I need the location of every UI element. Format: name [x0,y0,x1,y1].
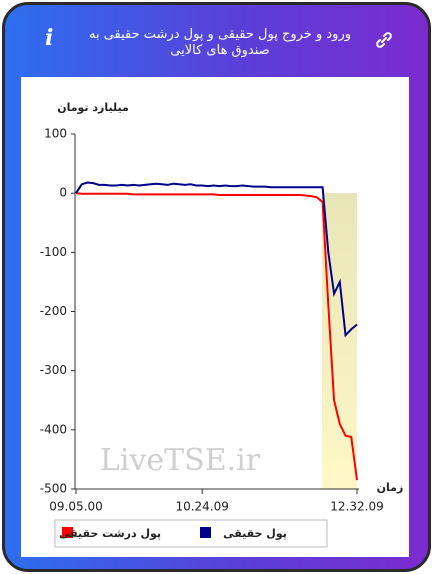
data-line [75,192,358,481]
legend-swatch [62,527,73,538]
legend-box [54,519,328,548]
x-tick-label: 12.32.09 [330,500,383,514]
widget-title: ورود و خروج پول حقیقی و پول درشت حقیقی ب… [88,27,351,58]
legend-label: پول حقیقی [223,527,287,540]
y-tick-label: -400 [40,422,67,436]
x-tick-label: 09.05.00 [49,500,102,514]
y-tick-label: -200 [40,304,67,318]
y-tick-label: 100 [44,127,67,141]
legend-swatch [200,527,211,538]
watermark: LiveTSE.ir [100,443,261,478]
y-tick-label: -100 [40,245,67,259]
link-icon[interactable] [375,31,393,49]
y-tick-label: -300 [40,363,67,377]
x-axis-label: زمان [377,481,404,494]
y-tick-label: 0 [59,186,67,200]
y-axis-label: میلیارد تومان [57,101,129,114]
legend-label: پول درشت حقیقی [59,527,161,540]
x-tick-label: 10.24.09 [175,500,228,514]
data-line [75,181,358,338]
y-tick-label: -500 [40,482,67,496]
info-icon[interactable]: i [45,25,54,51]
